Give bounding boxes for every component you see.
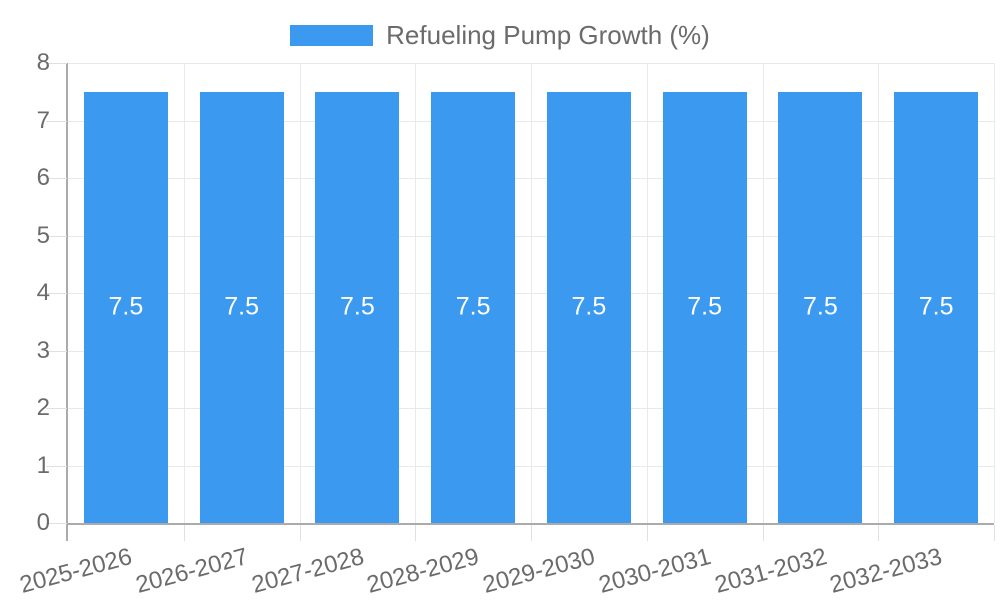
x-axis-tick (299, 525, 301, 541)
x-axis-tick (994, 525, 995, 541)
bar-value-label: 7.5 (802, 292, 838, 321)
vertical-gridline (994, 63, 995, 523)
x-axis-label: 2030-2031 (595, 543, 714, 599)
bar-value-label: 7.5 (339, 292, 375, 321)
category-slot: 7.5 (531, 63, 647, 523)
bar-2032-2033[interactable]: 7.5 (894, 91, 979, 523)
y-axis-tick (46, 293, 67, 294)
category-slot: 7.5 (878, 63, 994, 523)
vertical-gridline (646, 63, 648, 523)
plot-area[interactable]: 7.5 7.5 7.5 7.5 7.5 7.5 7.5 7.5 (66, 63, 995, 525)
x-axis-label: 2031-2032 (711, 543, 830, 599)
x-axis-tick (183, 525, 185, 541)
x-axis-label: 2027-2028 (248, 543, 367, 599)
bar-value-label: 7.5 (918, 292, 954, 321)
vertical-gridline (415, 63, 417, 523)
bar-value-label: 7.5 (571, 292, 607, 321)
y-axis-label: 6 (36, 164, 50, 191)
bar-2026-2027[interactable]: 7.5 (199, 91, 284, 523)
bar-value-label: 7.5 (455, 292, 491, 321)
category-slot: 7.5 (184, 63, 300, 523)
x-axis-tick (646, 525, 648, 541)
category-slot: 7.5 (68, 63, 184, 523)
x-axis-tick (531, 525, 532, 541)
vertical-gridline (762, 63, 764, 523)
bar-2027-2028[interactable]: 7.5 (315, 91, 400, 523)
y-axis-tick (46, 523, 67, 524)
bar-2028-2029[interactable]: 7.5 (431, 91, 516, 523)
y-axis-label: 2 (36, 394, 50, 421)
bar-2025-2026[interactable]: 7.5 (83, 91, 168, 523)
x-axis-label: 2026-2027 (132, 543, 251, 599)
x-axis-tick (66, 525, 68, 541)
x-axis-label: 2028-2029 (364, 543, 483, 599)
y-axis-label: 4 (36, 279, 50, 306)
x-axis-label: 2029-2030 (480, 543, 598, 599)
x-axis-tick (415, 525, 417, 541)
y-axis-label: 5 (36, 221, 50, 249)
category-slot: 7.5 (763, 63, 879, 523)
y-axis-label: 7 (36, 106, 50, 134)
x-axis-tick (762, 525, 764, 541)
x-axis-tick (878, 525, 880, 541)
y-axis-tick (46, 178, 67, 179)
category-slot: 7.5 (647, 63, 763, 523)
y-axis-tick (46, 350, 67, 352)
bar-value-label: 7.5 (108, 292, 144, 321)
y-axis-tick (46, 120, 67, 122)
vertical-gridline (299, 63, 301, 523)
legend-swatch-icon (290, 25, 374, 46)
y-axis-label: 3 (36, 336, 50, 364)
bar-2029-2030[interactable]: 7.5 (546, 91, 631, 523)
y-axis-tick (46, 235, 67, 237)
y-axis-label: 0 (36, 509, 50, 536)
x-axis-label: 2025-2026 (17, 543, 135, 599)
vertical-gridline (183, 63, 185, 523)
legend-label: Refueling Pump Growth (%) (386, 20, 710, 50)
legend[interactable]: Refueling Pump Growth (%) (0, 20, 1000, 51)
y-axis-tick (46, 408, 67, 409)
y-axis-label: 1 (36, 451, 50, 479)
bar-2030-2031[interactable]: 7.5 (662, 91, 747, 523)
y-axis-tick (46, 465, 67, 467)
category-slot: 7.5 (300, 63, 416, 523)
bar-value-label: 7.5 (224, 292, 259, 321)
bar-2031-2032[interactable]: 7.5 (778, 91, 863, 523)
bar-value-label: 7.5 (687, 292, 722, 321)
y-axis-label: 8 (36, 49, 50, 76)
y-axis-tick (46, 63, 67, 64)
x-axis-label: 2032-2033 (827, 543, 946, 599)
category-slot: 7.5 (415, 63, 531, 523)
vertical-gridline (878, 63, 880, 523)
vertical-gridline (531, 63, 532, 523)
